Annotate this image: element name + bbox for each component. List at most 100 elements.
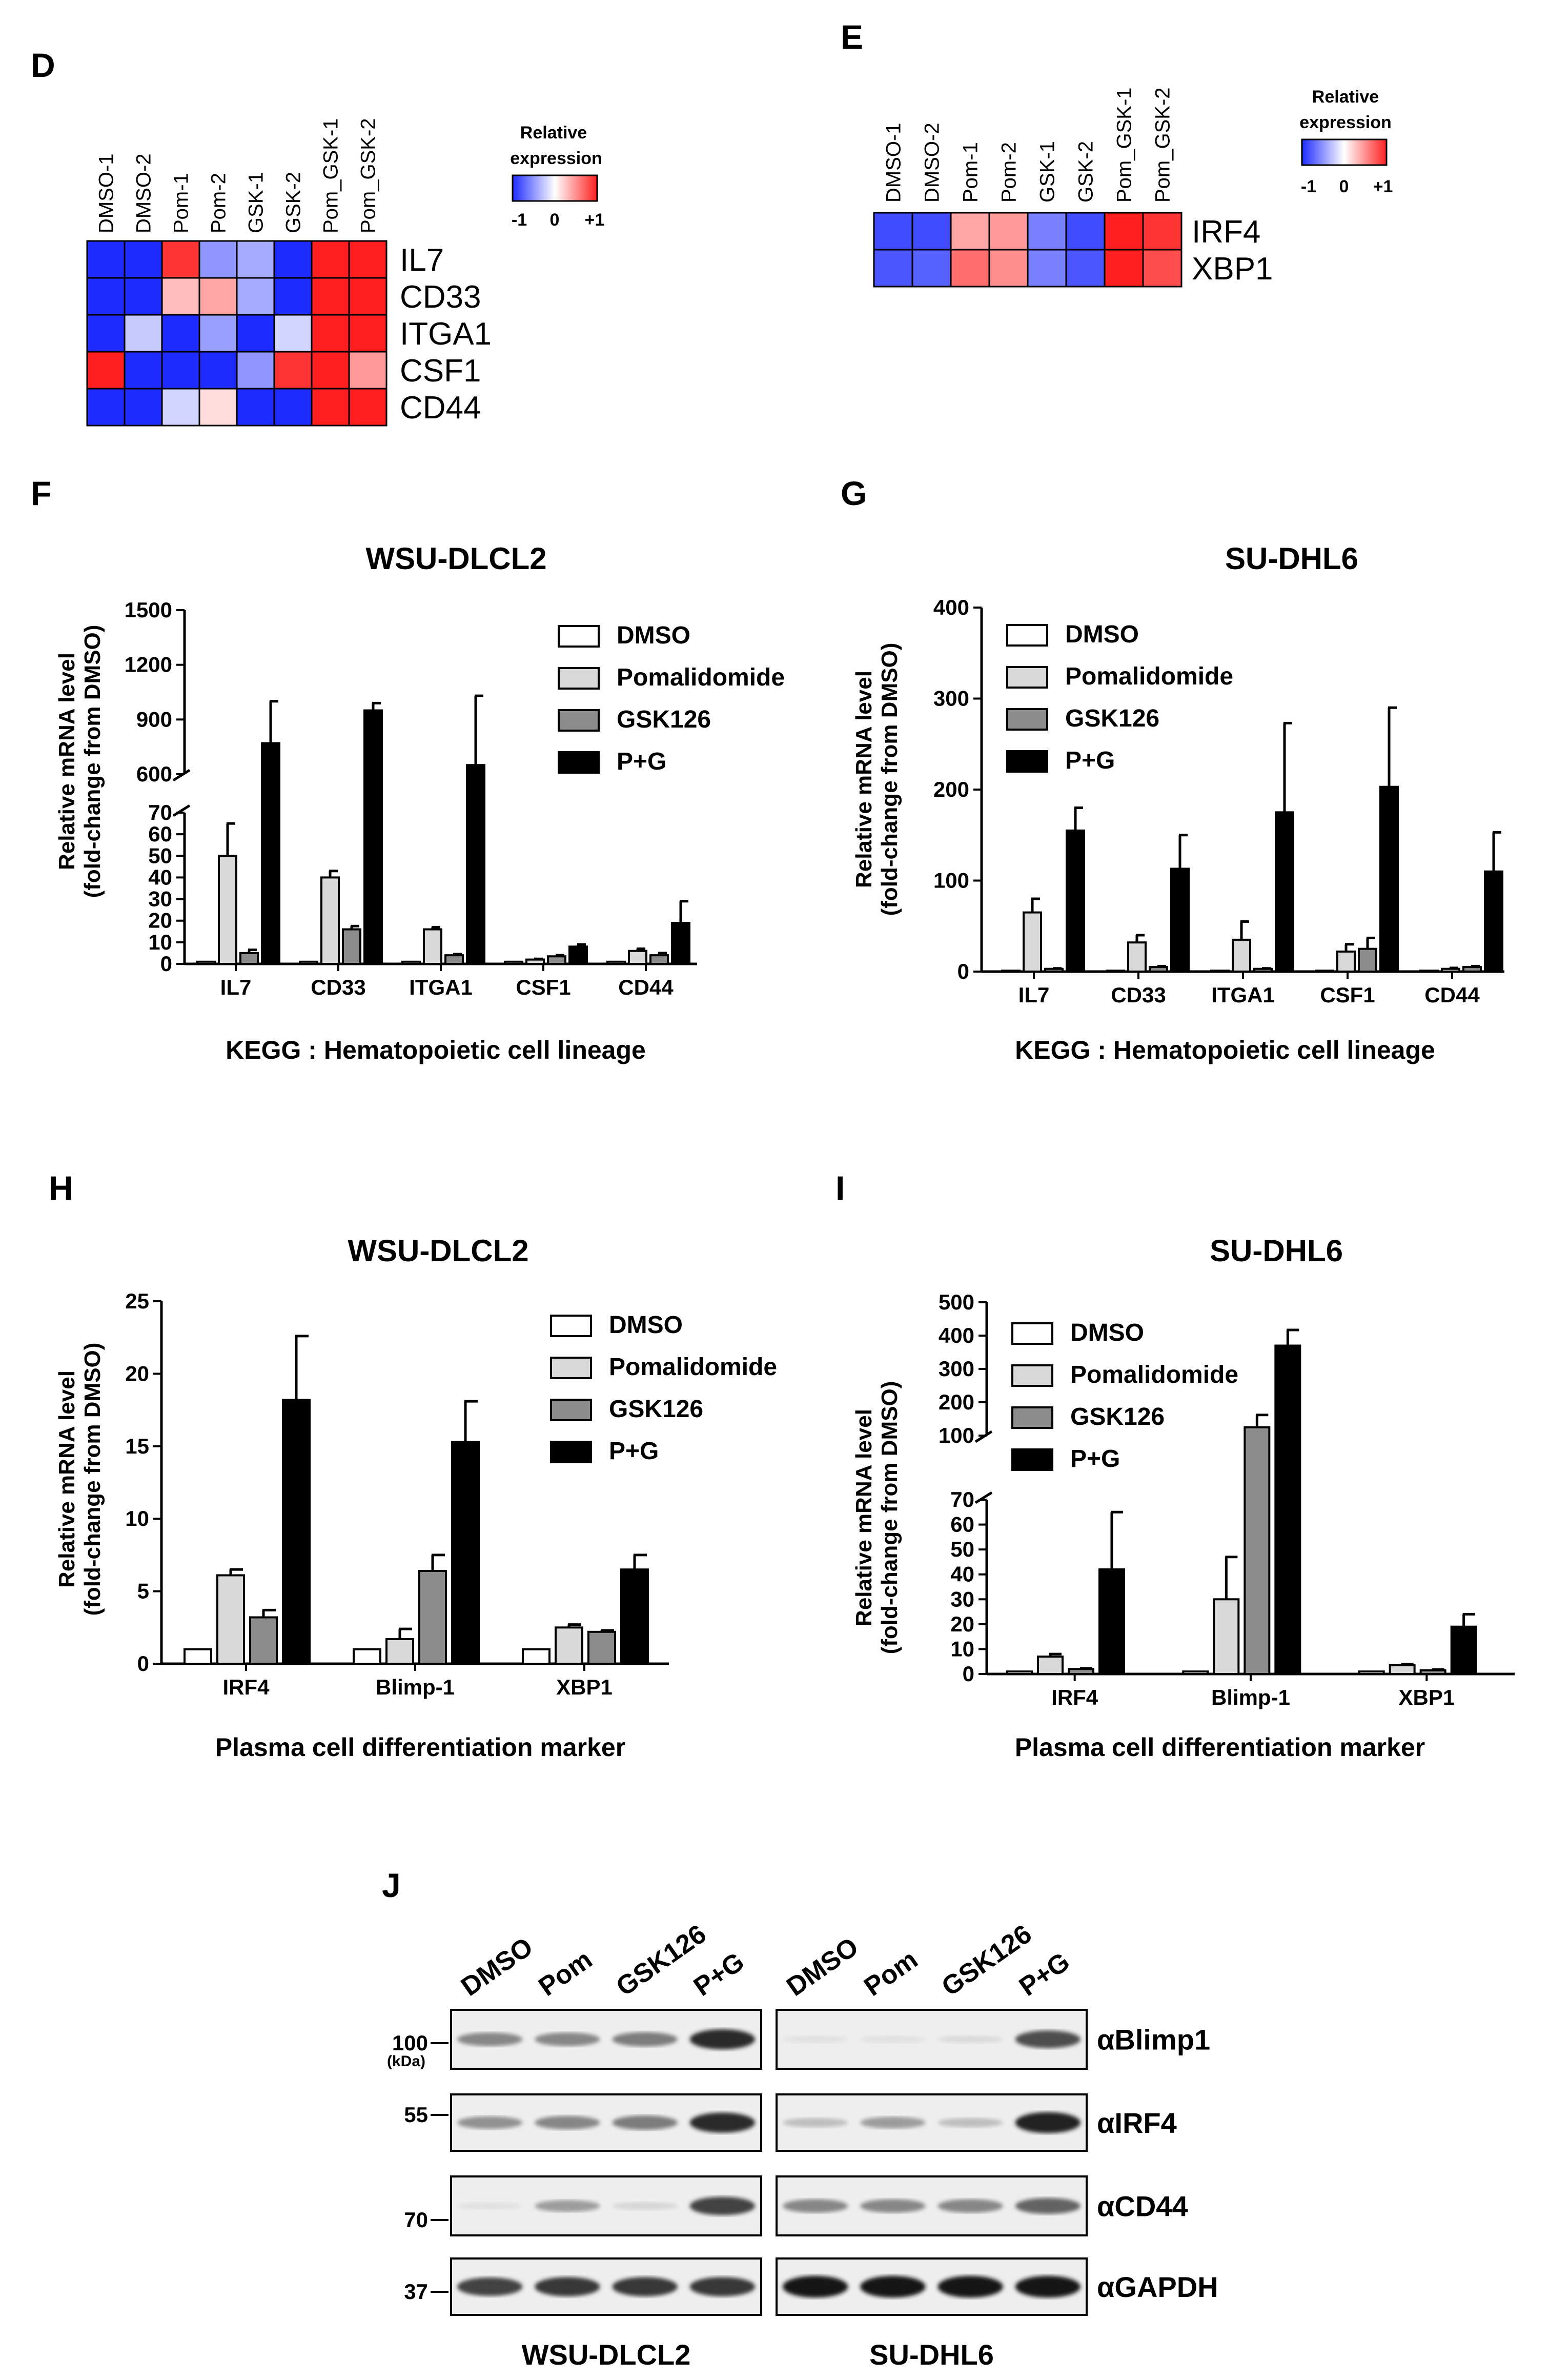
legend-f: DMSO Pomalidomide GSK126 P+G <box>558 622 785 775</box>
legend-label: GSK126 <box>1065 705 1159 732</box>
legend-swatch <box>1006 708 1048 731</box>
bar-dmso <box>196 960 216 965</box>
y-tick-label: 50 <box>148 843 172 868</box>
heatmap-cell <box>1142 249 1183 288</box>
colorbar-gradient <box>512 174 598 202</box>
bar-pg <box>282 1399 311 1665</box>
bar-gsk126 <box>418 1570 447 1665</box>
colorbar-title-2: expression <box>510 149 602 168</box>
heatmap-cell <box>161 240 200 279</box>
heatmap-row-label: IL7 <box>400 243 444 278</box>
heatmap-cell <box>950 212 990 251</box>
y-axis-label-line1: Relative mRNA level <box>54 653 79 870</box>
cell-line-label: WSU-DLCL2 <box>522 2338 691 2371</box>
bar-pomalidomide <box>1389 1664 1416 1675</box>
legend-label: DMSO <box>1070 1319 1144 1346</box>
y-axis-label-line2: (fold-change from DMSO) <box>877 1381 902 1655</box>
bar-pomalidomide <box>1441 967 1460 973</box>
x-axis-label: Plasma cell differentiation marker <box>1015 1733 1425 1762</box>
heatmap-cell <box>124 314 163 353</box>
x-tick-label: ITGA1 <box>409 975 473 999</box>
blot-band <box>1015 2275 1081 2298</box>
legend-label: Pomalidomide <box>1065 663 1233 690</box>
lane-label: P+G <box>688 1947 750 2002</box>
bar-pg <box>1484 870 1503 973</box>
y-tick-label: 50 <box>950 1537 974 1561</box>
blot-band <box>860 2035 926 2043</box>
bar-gsk126 <box>239 952 259 965</box>
legend-label: P+G <box>609 1438 659 1465</box>
heatmap-cell <box>950 249 990 288</box>
x-tick-label: CSF1 <box>1320 983 1375 1007</box>
heatmap-cell <box>911 249 952 288</box>
legend-swatch <box>1011 1406 1053 1429</box>
colorbar-title-1: Relative <box>520 123 587 143</box>
heatmap-row-label: CSF1 <box>400 353 481 389</box>
colorbar-e: Relative expression -1 0 +1 <box>1299 87 1393 196</box>
legend-label: DMSO <box>1065 621 1139 648</box>
lane-label: P+G <box>1014 1947 1075 2002</box>
heatmap-column-label: Pom-1 <box>960 142 982 203</box>
kda-unit-label: (kDa) <box>387 2053 425 2070</box>
blot-band <box>612 2032 678 2047</box>
panel-label-e: E <box>841 18 863 56</box>
bar-dmso <box>1315 970 1334 973</box>
heatmap-column-label: GSK-1 <box>1036 141 1059 203</box>
x-tick-label: CSF1 <box>516 975 570 999</box>
heatmap-cell <box>348 388 388 427</box>
y-tick-label: 10 <box>950 1637 974 1661</box>
bar-gsk126 <box>1358 947 1377 973</box>
y-tick-label: 60 <box>148 822 172 846</box>
x-tick-label: CD33 <box>311 975 365 999</box>
bar-pg <box>568 945 588 965</box>
x-tick-label: CD44 <box>618 975 674 999</box>
heatmap-cell <box>873 212 913 251</box>
blot-band <box>782 2275 848 2298</box>
blot-band <box>1015 2197 1081 2214</box>
blot-band <box>535 2032 600 2046</box>
y-tick-label: 100 <box>933 869 969 893</box>
bar-dmso <box>1106 970 1125 973</box>
legend-label: P+G <box>1070 1445 1120 1473</box>
blot-band <box>782 2199 848 2213</box>
legend-label: Pomalidomide <box>617 664 785 691</box>
x-tick-label: IL7 <box>1018 983 1050 1007</box>
bar-pg <box>1379 785 1399 973</box>
bar-chart-f: WSU-DLCL2 Relative mRNA level (fold-chan… <box>54 541 697 1064</box>
y-tick-label: 20 <box>148 909 172 933</box>
bar-pg <box>363 709 383 965</box>
heatmap-cell <box>198 388 238 427</box>
antibody-label: αCD44 <box>1097 2190 1188 2223</box>
lane-label: Pom <box>859 1945 923 2002</box>
heatmap-cell <box>273 277 313 316</box>
y-tick-label: 200 <box>933 777 969 801</box>
blot-band <box>535 2115 600 2130</box>
heatmap-cell <box>273 314 313 353</box>
legend-swatch <box>550 1399 592 1421</box>
bar-gsk126 <box>1044 967 1064 973</box>
y-tick-label: 100 <box>939 1423 974 1447</box>
y-tick-label: 600 <box>136 762 172 786</box>
blot-band <box>1015 2030 1081 2048</box>
y-tick-label: 10 <box>148 930 172 954</box>
bar-dmso <box>1210 970 1230 973</box>
blot-band <box>782 2035 848 2043</box>
bar-gsk126 <box>444 954 464 965</box>
x-tick-label: XBP1 <box>1398 1685 1455 1709</box>
antibody-label: αBlimp1 <box>1097 2024 1210 2056</box>
bar-chart-h: WSU-DLCL2 Relative mRNA level (fold-chan… <box>54 1234 669 1762</box>
heatmap-row-label: XBP1 <box>1192 251 1273 287</box>
heatmap-column-label: DMSO-1 <box>883 123 905 203</box>
heatmap-cell <box>124 277 163 316</box>
y-tick-label: 200 <box>939 1390 974 1414</box>
y-tick-label: 1500 <box>125 598 172 622</box>
y-tick-label: 0 <box>957 959 969 983</box>
blot-band <box>457 2116 523 2129</box>
bar-pomalidomide <box>1232 938 1251 973</box>
heatmap-cell <box>311 388 350 427</box>
legend-h: DMSO Pomalidomide GSK126 P+G <box>550 1312 777 1465</box>
blot-band <box>457 2202 523 2210</box>
heatmap-cell <box>1027 249 1067 288</box>
blot-band <box>1015 2112 1081 2133</box>
legend-i: DMSO Pomalidomide GSK126 P+G <box>1011 1319 1238 1473</box>
